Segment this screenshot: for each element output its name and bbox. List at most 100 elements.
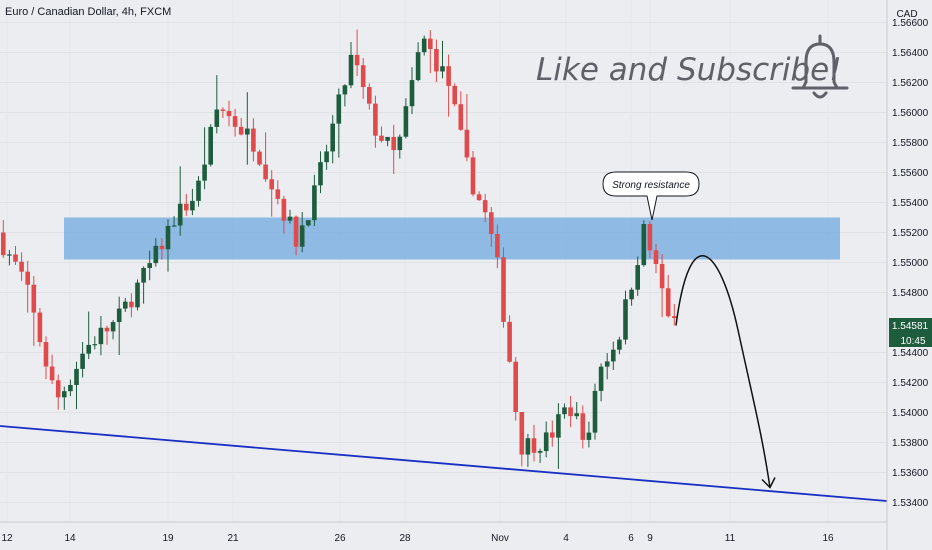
candle-down <box>184 203 189 211</box>
candle-down <box>568 407 573 417</box>
candle-up <box>409 80 415 107</box>
candle-down <box>428 38 433 49</box>
candle-up <box>574 413 579 417</box>
price-tick-label: 1.55400 <box>892 198 929 209</box>
time-axis[interactable]: 12 14 19 21 26 28 Nov 4 6 9 11 16 <box>1 533 834 544</box>
time-tick-label: 21 <box>227 533 239 544</box>
time-tick-label: 28 <box>399 533 411 544</box>
candle-up <box>135 282 140 308</box>
candle-up <box>74 368 79 385</box>
price-tick-label: 1.55000 <box>892 258 929 269</box>
candle-down <box>458 104 464 130</box>
price-tick-label: 1.56600 <box>892 18 929 29</box>
candle-down <box>13 254 18 262</box>
candle-up <box>116 308 122 323</box>
time-tick-label: 9 <box>647 533 653 544</box>
candle-down <box>580 413 586 440</box>
candle-up <box>385 136 390 141</box>
candle-up <box>202 164 207 181</box>
time-tick-label: 26 <box>334 533 346 544</box>
candle-down <box>37 312 43 343</box>
candle-up <box>556 414 561 438</box>
candle-up <box>312 185 317 221</box>
candle-down <box>159 245 165 250</box>
candle-down <box>653 250 659 264</box>
price-axis[interactable]: 1.56600 1.56400 1.56200 1.56000 1.55800 1.556… <box>892 18 929 509</box>
candle-up <box>348 54 354 86</box>
candle-up <box>586 432 592 440</box>
time-tick-label: 12 <box>1 533 13 544</box>
time-tick-label: 19 <box>162 533 174 544</box>
candle-down <box>25 271 30 285</box>
candle-down <box>354 54 360 66</box>
candle-down <box>263 164 268 180</box>
callout-text: Strong resistance <box>612 180 690 191</box>
candle-up <box>336 94 342 124</box>
candle-down <box>495 233 500 258</box>
candle-down <box>19 261 24 272</box>
candle-down <box>104 327 110 332</box>
bell-icon <box>791 34 849 99</box>
candle-down <box>49 366 55 381</box>
candle-up <box>629 289 634 300</box>
candle-up <box>92 344 98 346</box>
candle-down <box>269 179 274 190</box>
candle-up <box>403 106 409 137</box>
candle-down <box>379 135 384 141</box>
price-tick-label: 1.53600 <box>892 468 929 479</box>
candle-up <box>62 391 67 398</box>
arrow-head <box>761 477 776 489</box>
candle-up <box>604 361 610 367</box>
chart-title: Euro / Canadian Dollar, 4h, FXCM <box>5 6 172 18</box>
candle-up <box>68 384 73 392</box>
time-tick-label: 11 <box>725 533 736 544</box>
price-tick-label: 1.54000 <box>892 408 929 419</box>
candle-down <box>43 342 49 367</box>
candle-up <box>196 180 201 201</box>
price-tick-label: 1.54800 <box>892 288 929 299</box>
candle-down <box>129 301 134 308</box>
candle-up <box>598 366 604 391</box>
candle-up <box>171 225 177 227</box>
candle-up <box>397 136 403 151</box>
candle-down <box>232 116 238 127</box>
candle-up <box>324 151 329 163</box>
candle-up <box>153 245 159 264</box>
candle-down <box>55 380 61 398</box>
candle-up <box>306 220 311 226</box>
currency-label: CAD <box>896 9 917 20</box>
candle-down <box>519 411 525 455</box>
resistance-callout: Strong resistance <box>602 171 700 221</box>
candle-up <box>611 349 616 362</box>
countdown-bg <box>889 333 932 347</box>
candle-up <box>635 265 640 290</box>
candle-down <box>434 48 439 72</box>
candle-up <box>141 267 146 283</box>
callout-bubble <box>602 171 700 221</box>
price-tick-label: 1.56400 <box>892 48 929 59</box>
candle-down <box>257 151 262 165</box>
price-tick-label: 1.53800 <box>892 438 929 449</box>
candle-up <box>421 38 427 53</box>
candle-down <box>501 257 506 322</box>
support-trendline <box>0 425 888 502</box>
last-price-tag: 1.54581 10:45 <box>889 318 932 347</box>
candle-down <box>275 189 281 199</box>
candle-down <box>281 198 287 221</box>
candle-up <box>86 344 91 354</box>
candle-up <box>147 263 152 268</box>
candle-down <box>1 232 6 256</box>
projection-arrow <box>675 255 771 488</box>
candle-up <box>525 438 531 455</box>
price-tick-label: 1.54400 <box>892 348 929 359</box>
candle-up <box>623 299 628 340</box>
price-tick-label: 1.56000 <box>892 108 929 119</box>
price-tick-label: 1.55600 <box>892 168 929 179</box>
candle-down <box>452 85 457 105</box>
candle-down <box>659 263 665 289</box>
candle-up <box>299 225 305 247</box>
candle-up <box>7 254 12 256</box>
candle-down <box>665 288 671 317</box>
candle-up <box>80 353 85 369</box>
